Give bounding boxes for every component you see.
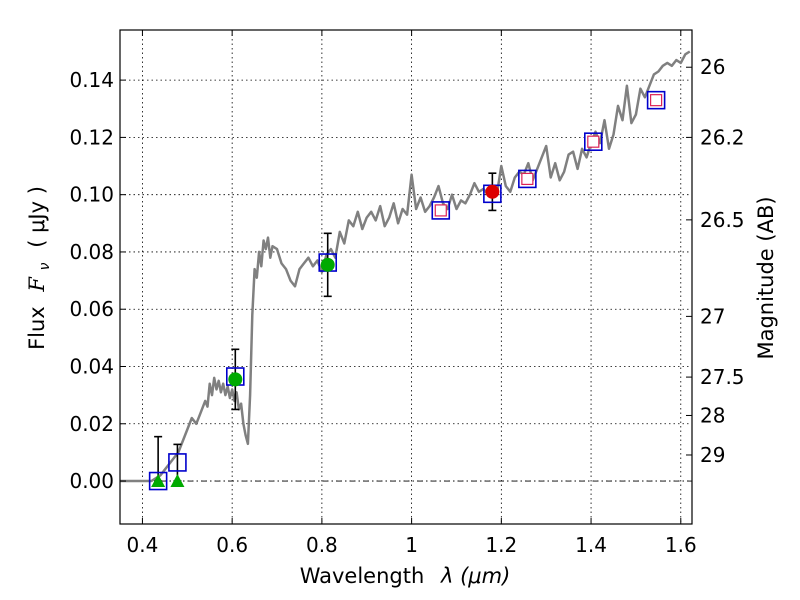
mag-tick-label: 28 [700,403,725,427]
y-tick-label: 0.06 [69,297,114,321]
upper-limit-triangle [170,474,185,488]
nir-photometry-square [521,172,534,186]
mag-tick-label: 27.5 [700,365,745,389]
plot-area [120,50,691,491]
x-tick-label: 1.2 [485,533,517,557]
y-tick-label: 0.04 [69,354,114,378]
nir-photometry-square [650,94,663,107]
mag-tick-label: 26 [700,55,725,79]
x-axis-math: λ (μm) [440,564,510,588]
data-markers [148,90,666,491]
y-axis-math: F [25,276,49,293]
model-photometry-square [518,169,537,189]
y-axis-title: Flux F ν ( μJy ) [25,186,54,350]
y-axis-ticks: 0.00 0.02 0.04 0.06 0.08 0.10 0.12 0.14 [69,68,126,493]
x-tick-label: 1.4 [575,533,607,557]
detection-point [228,372,243,387]
nir-photometry-square [587,135,600,148]
mag-tick-label: 27 [700,304,725,328]
model-photometry-square [646,90,666,110]
mag-tick-label: 26.2 [700,125,745,149]
mag-tick-label: 29 [700,443,725,467]
y-tick-label: 0.10 [69,183,114,207]
nir-photometry-square [434,204,447,217]
x-tick-label: 0.4 [127,533,159,557]
model-photometry-square [431,201,451,220]
y-tick-label: 0.08 [69,240,114,264]
x-tick-label: 1.6 [665,533,697,557]
x-axis-ticks: 0.4 0.6 0.8 1 1.2 1.4 1.6 [127,30,697,557]
y-axis-label: Flux [25,306,49,350]
y-tick-label: 0.00 [69,469,114,493]
x-axis-label: Wavelength [300,564,425,588]
y-tick-label: 0.12 [69,125,114,149]
plot-frame [119,29,693,525]
y-axis-unit: ( μJy ) [25,186,49,248]
y-axis-subscript: ν [37,262,53,270]
model-spectrum-line [120,50,691,483]
model-photometry-square [584,132,603,151]
y-tick-label: 0.14 [69,68,114,92]
x-tick-label: 0.6 [216,533,248,557]
magnitude-axis-ticks: 26 26.2 26.5 27 27.5 28 29 [686,55,745,467]
x-axis-title: Wavelength λ (μm) [300,564,511,588]
y-tick-label: 0.02 [69,412,114,436]
x-tick-label: 1 [405,533,418,557]
model-photometry-square [148,471,168,491]
detection-point [320,257,335,272]
x-tick-label: 0.8 [306,533,338,557]
model-photometry-square [168,453,187,472]
red-detection-point [485,184,500,199]
mag-tick-label: 26.5 [700,208,745,232]
y2-axis-title: Magnitude (AB) [754,196,778,359]
upper-limit-triangle [151,474,166,488]
